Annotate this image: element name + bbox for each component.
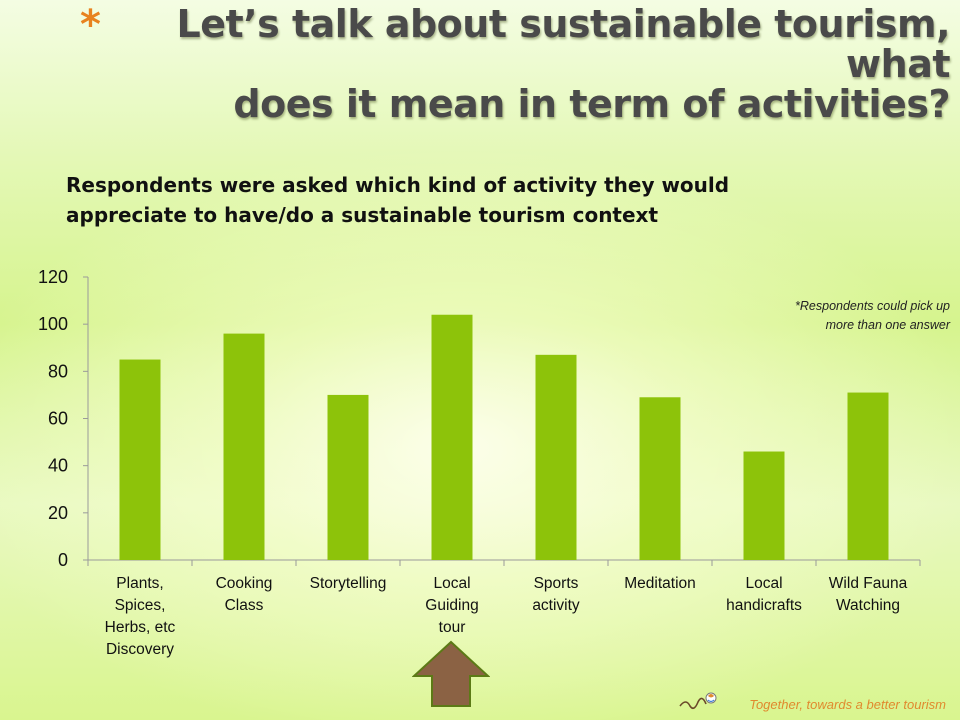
title-bullet: * xyxy=(80,2,101,48)
footnote-line-1: *Respondents could pick up xyxy=(795,299,950,313)
x-tick-label: Meditation xyxy=(624,575,696,592)
bar xyxy=(327,394,369,560)
subtitle-line-1: Respondents were asked which kind of act… xyxy=(66,173,730,197)
footer-tagline: Together, towards a better tourism xyxy=(749,697,946,712)
slide-subtitle: Respondents were asked which kind of act… xyxy=(66,170,826,230)
up-arrow-icon xyxy=(412,640,490,707)
bar xyxy=(847,392,889,560)
tourism-logo-icon xyxy=(679,692,717,710)
x-tick-label: Local Guiding tour xyxy=(425,575,478,636)
title-line-1: Let’s talk about sustainable tourism, wh… xyxy=(176,2,951,86)
x-tick-label: Sports activity xyxy=(532,575,580,614)
y-tick-label: 80 xyxy=(48,361,68,381)
y-tick-label: 100 xyxy=(38,314,68,334)
x-tick-label: Wild Fauna Watching xyxy=(829,575,908,614)
y-tick-label: 120 xyxy=(38,267,68,287)
y-tick-label: 60 xyxy=(48,409,68,429)
y-tick-label: 40 xyxy=(48,456,68,476)
x-tick-label: Plants, Spices, Herbs, etc Discovery xyxy=(105,575,176,658)
footnote-line-2: more than one answer xyxy=(825,318,950,332)
bar xyxy=(639,397,681,560)
subtitle-line-2: appreciate to have/do a sustainable tour… xyxy=(66,203,659,227)
title-line-2: does it mean in term of activities? xyxy=(233,82,950,126)
bar xyxy=(743,451,785,560)
bar xyxy=(535,354,577,560)
bar xyxy=(431,314,473,560)
slide-title: Let’s talk about sustainable tourism, wh… xyxy=(70,2,951,126)
y-tick-label: 20 xyxy=(48,503,68,523)
x-tick-label: Local handicrafts xyxy=(726,575,802,614)
chart-footnote: *Respondents could pick up more than one… xyxy=(795,297,950,335)
y-tick-label: 0 xyxy=(58,550,68,570)
bar xyxy=(119,359,161,560)
bar xyxy=(223,333,265,560)
x-tick-label: Storytelling xyxy=(310,575,387,592)
x-tick-label: Cooking Class xyxy=(216,575,273,614)
